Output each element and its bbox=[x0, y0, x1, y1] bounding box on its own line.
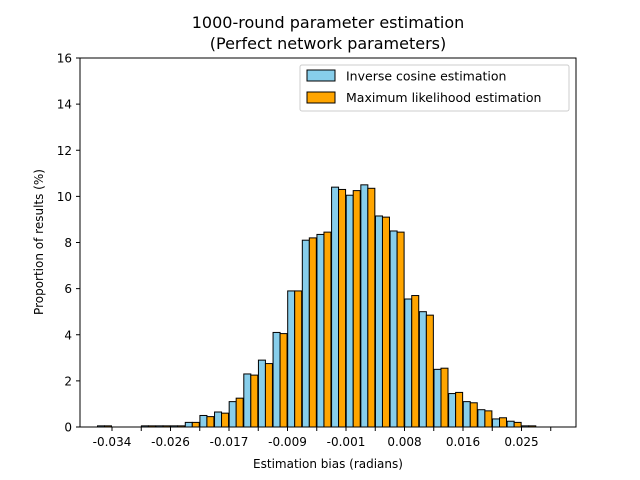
bar-maximum-likelihood-25 bbox=[469, 402, 478, 428]
bar-maximum-likelihood-6 bbox=[191, 421, 200, 428]
bar-inverse-cosine-28 bbox=[506, 420, 515, 428]
y-tick-label: 2 bbox=[64, 374, 72, 388]
bar-inverse-cosine-16 bbox=[331, 186, 340, 428]
bar-inverse-cosine-17 bbox=[345, 194, 354, 428]
bar-maximum-likelihood-27 bbox=[499, 417, 508, 428]
x-tick-label: 0.025 bbox=[504, 435, 538, 449]
legend-swatch-inverse-cosine bbox=[306, 69, 336, 82]
y-tick-label: 10 bbox=[57, 190, 72, 204]
bar-inverse-cosine-18 bbox=[360, 184, 369, 428]
x-tick-label: -0.026 bbox=[151, 435, 190, 449]
x-tick-label: -0.017 bbox=[210, 435, 249, 449]
bar-inverse-cosine-11 bbox=[257, 359, 266, 428]
bar-maximum-likelihood-23 bbox=[440, 367, 449, 428]
bar-inverse-cosine-24 bbox=[448, 393, 457, 428]
bar-inverse-cosine-9 bbox=[228, 401, 237, 428]
bar-inverse-cosine-22 bbox=[418, 311, 427, 428]
bar-maximum-likelihood-21 bbox=[411, 295, 420, 428]
bar-maximum-likelihood-12 bbox=[279, 333, 288, 428]
y-axis: 0 2 4 6 8 10 12 14 16 bbox=[57, 52, 80, 435]
bar-maximum-likelihood-13 bbox=[294, 290, 303, 428]
bar-maximum-likelihood-11 bbox=[264, 363, 273, 428]
bar-inverse-cosine-21 bbox=[404, 298, 413, 428]
legend: Inverse cosine estimation Maximum likeli… bbox=[299, 64, 570, 112]
x-tick-label: 0.008 bbox=[387, 435, 421, 449]
y-tick-label: 6 bbox=[64, 282, 72, 296]
legend-label-maximum-likelihood: Maximum likelihood estimation bbox=[346, 90, 541, 105]
bar-inverse-cosine-12 bbox=[272, 331, 281, 428]
bar-maximum-likelihood-10 bbox=[250, 374, 259, 428]
y-tick-label: 14 bbox=[57, 98, 72, 112]
bar-inverse-cosine-8 bbox=[214, 411, 223, 428]
bar-inverse-cosine-26 bbox=[477, 409, 486, 428]
bar-maximum-likelihood-19 bbox=[381, 216, 390, 428]
bar-maximum-likelihood-20 bbox=[396, 231, 405, 428]
bar-inverse-cosine-19 bbox=[374, 215, 383, 428]
x-tick-label: 0.016 bbox=[446, 435, 480, 449]
bar-inverse-cosine-10 bbox=[243, 373, 252, 428]
x-tick-label: -0.009 bbox=[268, 435, 307, 449]
bar-inverse-cosine-15 bbox=[316, 233, 325, 428]
bar-inverse-cosine-6 bbox=[184, 421, 193, 428]
x-tick-label: -0.034 bbox=[93, 435, 132, 449]
y-tick-label: 0 bbox=[64, 421, 72, 435]
chart-subtitle: (Perfect network parameters) bbox=[210, 34, 446, 53]
y-tick-label: 4 bbox=[64, 328, 72, 342]
x-axis: -0.034 -0.026 -0.017 -0.009 -0.001 0.008 0.016… bbox=[93, 427, 552, 449]
bar-inverse-cosine-7 bbox=[199, 414, 208, 428]
bar-maximum-likelihood-18 bbox=[367, 187, 376, 428]
bar-inverse-cosine-20 bbox=[389, 230, 398, 428]
bar-maximum-likelihood-22 bbox=[425, 314, 434, 428]
x-tick-label: -0.001 bbox=[327, 435, 366, 449]
bar-maximum-likelihood-26 bbox=[484, 410, 493, 428]
bar-maximum-likelihood-9 bbox=[235, 397, 244, 428]
y-tick-label: 8 bbox=[64, 236, 72, 250]
bar-maximum-likelihood-24 bbox=[455, 391, 464, 428]
bar-inverse-cosine-13 bbox=[287, 290, 296, 428]
bar-maximum-likelihood-16 bbox=[338, 188, 347, 428]
bar-maximum-likelihood-8 bbox=[221, 412, 230, 428]
legend-label-inverse-cosine: Inverse cosine estimation bbox=[346, 69, 506, 84]
bar-maximum-likelihood-14 bbox=[308, 237, 317, 428]
bar-inverse-cosine-14 bbox=[301, 239, 310, 428]
y-tick-label: 12 bbox=[57, 144, 72, 158]
bar-inverse-cosine-23 bbox=[433, 368, 442, 428]
bar-maximum-likelihood-28 bbox=[513, 421, 522, 428]
bars-group bbox=[97, 184, 537, 428]
y-axis-label: Proportion of results (%) bbox=[32, 169, 46, 315]
chart-title: 1000-round parameter estimation bbox=[192, 13, 465, 32]
bar-inverse-cosine-25 bbox=[462, 401, 471, 428]
x-axis-label: Estimation bias (radians) bbox=[253, 457, 403, 471]
bar-maximum-likelihood-7 bbox=[206, 416, 215, 428]
legend-box bbox=[299, 64, 570, 112]
bar-maximum-likelihood-15 bbox=[323, 231, 332, 428]
legend-swatch-maximum-likelihood bbox=[306, 91, 336, 104]
bar-inverse-cosine-27 bbox=[492, 418, 501, 428]
y-tick-label: 16 bbox=[57, 52, 72, 66]
bar-maximum-likelihood-17 bbox=[352, 190, 361, 428]
